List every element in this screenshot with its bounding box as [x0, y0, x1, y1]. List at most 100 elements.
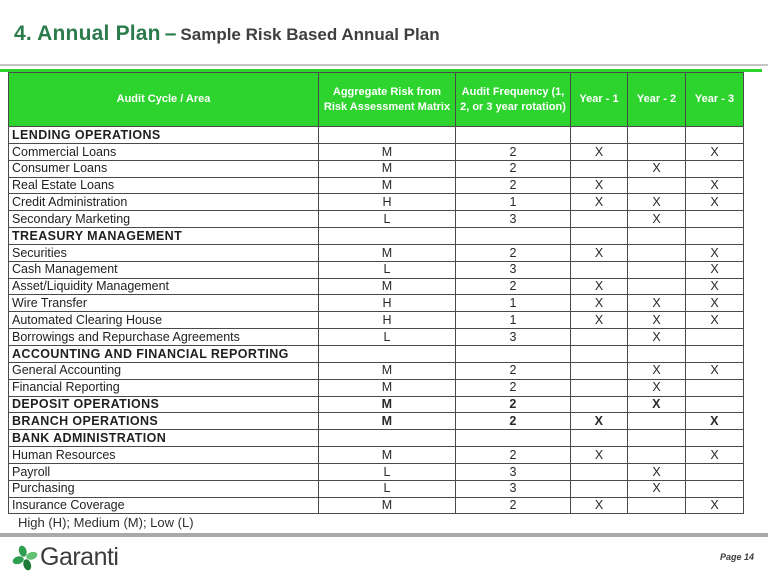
year1-cell: [570, 260, 628, 279]
title-separator: –: [164, 22, 177, 45]
area-cell: Human Resources: [8, 446, 319, 464]
table-row: BANK ADMINISTRATION: [8, 429, 744, 448]
risk-cell: [318, 429, 456, 448]
area-cell: Wire Transfer: [8, 294, 319, 313]
frequency-cell: 1: [455, 193, 571, 212]
table-row: Purchasing L 3 X: [8, 479, 744, 498]
footer: Garanti Page 14: [0, 540, 768, 576]
year2-cell: [627, 260, 686, 279]
frequency-cell: 2: [455, 378, 571, 397]
risk-cell: L: [318, 260, 456, 279]
frequency-cell: 3: [455, 462, 571, 481]
risk-cell: [318, 344, 456, 363]
table-row: Asset/Liquidity Management M 2 X X: [8, 277, 744, 296]
year3-cell: X: [685, 277, 744, 296]
year3-cell: [685, 328, 744, 346]
col-header-year-1: Year - 1: [570, 72, 628, 127]
year3-cell: [685, 462, 744, 481]
risk-cell: M: [318, 496, 456, 515]
frequency-cell: 2: [455, 446, 571, 464]
table-row: Credit Administration H 1 X X X: [8, 193, 744, 212]
year2-cell: [627, 126, 686, 144]
risk-cell: L: [318, 479, 456, 498]
frequency-cell: 2: [455, 277, 571, 296]
risk-cell: M: [318, 159, 456, 178]
frequency-cell: 3: [455, 479, 571, 498]
area-cell: Automated Clearing House: [8, 311, 319, 330]
year2-cell: X: [627, 328, 686, 346]
title-divider: [0, 64, 768, 66]
year3-cell: X: [685, 311, 744, 330]
table-row: BRANCH OPERATIONS M 2 X X: [8, 412, 744, 431]
year2-cell: [627, 344, 686, 363]
year1-cell: [570, 429, 628, 448]
year1-cell: X: [570, 176, 628, 195]
page-title: 4. Annual Plan – Sample Risk Based Annual …: [14, 22, 440, 46]
year2-cell: [627, 227, 686, 245]
year3-cell: X: [685, 446, 744, 464]
clover-icon: [12, 545, 38, 570]
year2-cell: X: [627, 462, 686, 481]
risk-cell: [318, 126, 456, 144]
year2-cell: X: [627, 479, 686, 498]
col-header-year-3: Year - 3: [685, 72, 744, 127]
table-row: LENDING OPERATIONS: [8, 126, 744, 144]
year1-cell: [570, 361, 628, 380]
col-header-audit-cycle-area: Audit Cycle / Area: [8, 72, 319, 127]
area-cell: DEPOSIT OPERATIONS: [8, 395, 319, 414]
year1-cell: [570, 227, 628, 245]
year2-cell: X: [627, 159, 686, 178]
area-cell: Commercial Loans: [8, 142, 319, 161]
col-header-audit-frequency: Audit Frequency (1, 2, or 3 year rotatio…: [455, 72, 571, 127]
frequency-cell: 2: [455, 496, 571, 515]
year3-cell: X: [685, 412, 744, 431]
year1-cell: X: [570, 277, 628, 296]
area-cell: Purchasing: [8, 479, 319, 498]
risk-cell: H: [318, 294, 456, 313]
year2-cell: X: [627, 193, 686, 212]
risk-cell: M: [318, 446, 456, 464]
frequency-cell: 2: [455, 176, 571, 195]
frequency-cell: [455, 126, 571, 144]
frequency-cell: 1: [455, 294, 571, 313]
year2-cell: X: [627, 294, 686, 313]
table-row: Human Resources M 2 X X: [8, 446, 744, 464]
year3-cell: X: [685, 243, 744, 262]
year3-cell: [685, 126, 744, 144]
year3-cell: [685, 344, 744, 363]
year3-cell: X: [685, 294, 744, 313]
table-row: General Accounting M 2 X X: [8, 361, 744, 380]
area-cell: Insurance Coverage: [8, 496, 319, 515]
table-row: Consumer Loans M 2 X: [8, 159, 744, 178]
annual-plan-table: Audit Cycle / Area Aggregate Risk from R…: [8, 72, 744, 515]
year2-cell: [627, 446, 686, 464]
col-header-aggregate-risk: Aggregate Risk from Risk Assessment Matr…: [318, 72, 456, 127]
frequency-cell: 1: [455, 311, 571, 330]
year2-cell: [627, 277, 686, 296]
year3-cell: [685, 395, 744, 414]
title-primary: 4. Annual Plan: [14, 22, 161, 45]
frequency-cell: 2: [455, 361, 571, 380]
frequency-cell: [455, 227, 571, 245]
year2-cell: [627, 496, 686, 515]
frequency-cell: 3: [455, 328, 571, 346]
table-row: Cash Management L 3 X: [8, 260, 744, 279]
year1-cell: X: [570, 193, 628, 212]
risk-cell: M: [318, 361, 456, 380]
risk-cell: M: [318, 277, 456, 296]
table-row: Automated Clearing House H 1 X X X: [8, 311, 744, 330]
table-row: DEPOSIT OPERATIONS M 2 X: [8, 395, 744, 414]
risk-legend: High (H); Medium (M); Low (L): [18, 515, 194, 530]
area-cell: Credit Administration: [8, 193, 319, 212]
year1-cell: [570, 462, 628, 481]
brand-name: Garanti: [40, 543, 119, 571]
year2-cell: [627, 412, 686, 431]
risk-cell: M: [318, 412, 456, 431]
area-cell: BRANCH OPERATIONS: [8, 412, 319, 431]
year1-cell: [570, 479, 628, 498]
risk-cell: M: [318, 176, 456, 195]
title-secondary: Sample Risk Based Annual Plan: [180, 25, 440, 44]
area-cell: Asset/Liquidity Management: [8, 277, 319, 296]
year1-cell: X: [570, 142, 628, 161]
table-row: TREASURY MANAGEMENT: [8, 227, 744, 245]
